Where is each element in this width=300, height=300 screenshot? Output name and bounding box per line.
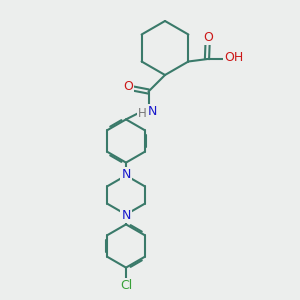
Text: H: H bbox=[137, 106, 146, 120]
Text: N: N bbox=[121, 168, 131, 182]
Text: OH: OH bbox=[224, 51, 244, 64]
Text: O: O bbox=[123, 80, 133, 93]
Text: Cl: Cl bbox=[120, 279, 132, 292]
Text: N: N bbox=[121, 208, 131, 222]
Text: N: N bbox=[147, 105, 157, 118]
Text: O: O bbox=[203, 31, 213, 44]
